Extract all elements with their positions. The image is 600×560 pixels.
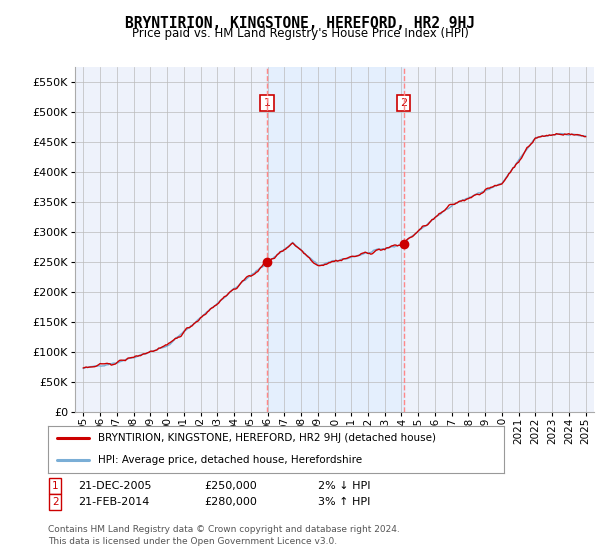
Text: BRYNTIRION, KINGSTONE, HEREFORD, HR2 9HJ (detached house): BRYNTIRION, KINGSTONE, HEREFORD, HR2 9HJ… [98,433,436,444]
Bar [267,67,404,412]
Text: £250,000: £250,000 [204,481,257,491]
Text: 2% ↓ HPI: 2% ↓ HPI [318,481,371,491]
Text: 21-DEC-2005: 21-DEC-2005 [78,481,151,491]
Text: £280,000: £280,000 [204,497,257,507]
Text: Contains HM Land Registry data © Crown copyright and database right 2024.
This d: Contains HM Land Registry data © Crown c… [48,525,400,546]
Text: Price paid vs. HM Land Registry's House Price Index (HPI): Price paid vs. HM Land Registry's House … [131,27,469,40]
Text: 1: 1 [263,99,271,109]
Text: BRYNTIRION, KINGSTONE, HEREFORD, HR2 9HJ: BRYNTIRION, KINGSTONE, HEREFORD, HR2 9HJ [125,16,475,31]
Text: 21-FEB-2014: 21-FEB-2014 [78,497,149,507]
Text: 2: 2 [400,99,407,109]
Text: 1: 1 [52,481,59,491]
Text: HPI: Average price, detached house, Herefordshire: HPI: Average price, detached house, Here… [98,455,362,465]
Text: 3% ↑ HPI: 3% ↑ HPI [318,497,370,507]
Text: 2: 2 [52,497,59,507]
